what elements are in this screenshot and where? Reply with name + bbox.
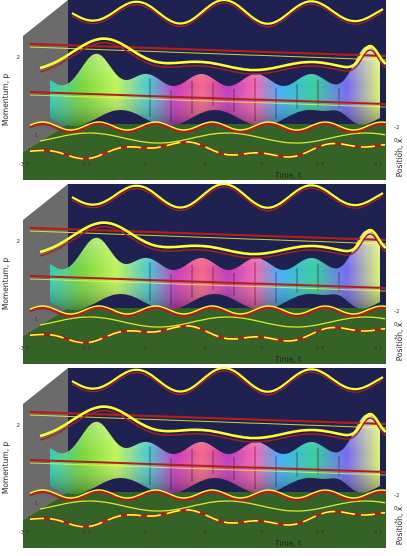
- x-tick-label: -T: [143, 530, 148, 536]
- z-tick-label: -2: [394, 309, 399, 315]
- yellow-arc: [39, 37, 387, 72]
- z-tick-label: 0: [394, 322, 398, 328]
- x-axis-label: Time, t: [274, 539, 301, 548]
- z-tick-label: 2: [394, 335, 398, 341]
- z-tick-label: 2: [394, 519, 398, 525]
- floor: [23, 492, 386, 548]
- y-tick-label: 2: [17, 423, 21, 429]
- low-yellow-curve: [29, 121, 387, 131]
- z-axis-label: Position, x: [395, 322, 404, 361]
- floor-curve-2: [39, 316, 386, 328]
- y-tick-label: 2: [17, 239, 21, 245]
- wall-curve-top-yellow: [71, 366, 384, 393]
- x-tick-label: -3 T: [19, 346, 30, 352]
- y-tick-label: -1: [33, 133, 38, 139]
- panel-2: Time, t Momentum, p Position, x -3 T -2 T -T 0…: [1, 182, 404, 364]
- y-axis-label: Momentum, p: [1, 74, 10, 127]
- z-axis-label: Position, x: [395, 506, 404, 545]
- red-arc: [39, 410, 387, 443]
- floor-curve-2: [39, 500, 386, 512]
- x-tick-label: -2 T: [81, 162, 92, 168]
- panel-1: Time, t Momentum, p Position, x -3 T -2 T -T 0…: [1, 0, 404, 180]
- yellow-line-1: [29, 46, 387, 61]
- yellow-line-1: [29, 414, 387, 429]
- low-red-curve: [29, 122, 387, 134]
- wall-curve-top-yellow: [71, 0, 384, 25]
- x-axis-label: Time, t: [274, 355, 301, 364]
- x-tick-label: 2 T: [316, 162, 325, 168]
- floor-curve-2: [39, 132, 386, 144]
- yellow-arc: [39, 405, 387, 440]
- x-tick-label: 0: [203, 162, 207, 168]
- y-tick-label: 2: [17, 55, 21, 61]
- x-tick-label: 2 T: [316, 346, 325, 352]
- x-tick-label: -2 T: [81, 346, 92, 352]
- wall-curve-top-yellow: [71, 182, 384, 209]
- red-arc: [39, 42, 387, 75]
- floor-curve-yellow: [29, 509, 386, 528]
- z-tick-label: 0: [394, 506, 398, 512]
- x-tick-label: 3 T: [374, 346, 383, 352]
- yellow-line-2: [29, 278, 387, 292]
- x-tick-label: -T: [143, 162, 148, 168]
- x-axis-label: Time, t: [274, 171, 301, 180]
- red-line-2: [29, 459, 387, 473]
- red-arc: [39, 226, 387, 259]
- wall-curve-top-red: [71, 186, 384, 212]
- z-axis-label: Position, x: [395, 138, 404, 177]
- yellow-line-2: [29, 462, 387, 476]
- y-axis-label: Momentum, p: [1, 258, 10, 311]
- y-axis-label: Momentum, p: [1, 442, 10, 495]
- x-tick-label: -2 T: [81, 530, 92, 536]
- yellow-arc: [39, 221, 387, 256]
- y-tick-label: -1: [33, 501, 38, 507]
- floor-curve-yellow: [29, 325, 386, 344]
- x-tick-label: 3 T: [374, 530, 383, 536]
- red-line-2: [29, 91, 387, 105]
- x-tick-label: T: [259, 530, 264, 536]
- x-tick-label: 0: [203, 530, 207, 536]
- yellow-line-1: [29, 230, 387, 245]
- y-tick-label: -1: [33, 317, 38, 323]
- wall-curve-top-red: [71, 370, 384, 396]
- x-tick-label: 0: [203, 346, 207, 352]
- x-tick-label: T: [259, 346, 264, 352]
- floor-curve-yellow: [29, 141, 386, 160]
- x-tick-label: 2 T: [316, 530, 325, 536]
- x-tick-label: -3 T: [19, 530, 30, 536]
- floor: [23, 124, 386, 180]
- x-tick-label: -T: [143, 346, 148, 352]
- low-yellow-curve: [29, 489, 387, 499]
- panel-3: Time, t Momentum, p Position, x -3 T -2 T -T 0…: [1, 366, 404, 548]
- z-tick-label: 0: [394, 138, 398, 144]
- low-yellow-curve: [29, 305, 387, 315]
- z-tick-label: 2: [394, 151, 398, 157]
- x-tick-label: -3 T: [19, 162, 30, 168]
- yellow-line-2: [29, 94, 387, 108]
- z-tick-label: -2: [394, 493, 399, 499]
- z-tick-label: -2: [394, 125, 399, 131]
- wall-curve-top-red: [71, 2, 384, 28]
- x-tick-label: T: [259, 162, 264, 168]
- x-tick-label: 3 T: [374, 162, 383, 168]
- red-line-2: [29, 275, 387, 289]
- low-red-curve: [29, 306, 387, 318]
- floor: [23, 308, 386, 364]
- low-red-curve: [29, 490, 387, 502]
